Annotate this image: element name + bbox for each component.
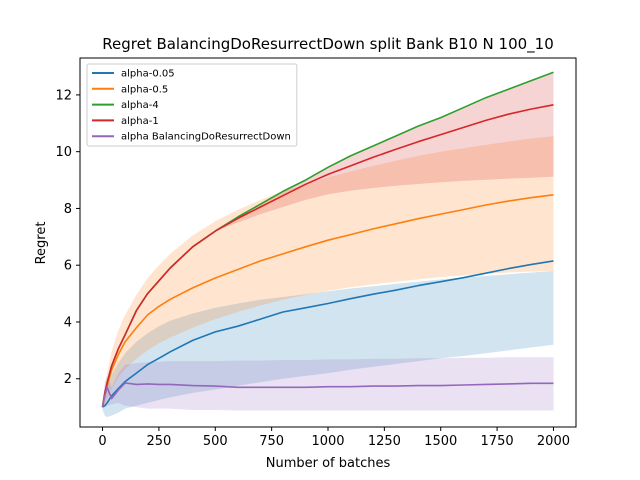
band-2	[102, 136, 554, 409]
y-axis-ticks: 2 4 6 8 10 12	[55, 88, 80, 387]
y-tick-label: 6	[64, 259, 72, 274]
y-tick-label: 12	[55, 88, 72, 103]
legend-box	[86, 63, 298, 147]
y-tick-label: 8	[64, 202, 72, 217]
x-tick-label: 1750	[481, 434, 514, 449]
x-tick-label: 750	[259, 434, 284, 449]
legend-label: alpha-0.05	[121, 69, 175, 80]
x-axis-label: Number of batches	[266, 456, 391, 471]
x-tick-label: 250	[146, 434, 171, 449]
y-tick-label: 4	[64, 315, 72, 330]
x-tick-label: 2000	[537, 434, 570, 449]
series-line-4	[101, 104, 554, 408]
band-1	[102, 270, 554, 418]
chart-title: Regret BalancingDoResurrectDown split Ba…	[102, 35, 554, 54]
series-line-2	[101, 194, 554, 408]
confidence-bands	[102, 72, 554, 418]
x-tick-label: 500	[203, 434, 228, 449]
legend-label: alpha-4	[121, 100, 159, 111]
x-tick-label: 1500	[424, 434, 457, 449]
legend-label: alpha-1	[121, 116, 159, 127]
band-4	[102, 72, 554, 408]
y-tick-label: 10	[55, 145, 72, 160]
series-line-1	[102, 260, 554, 408]
x-tick-label: 1250	[368, 434, 401, 449]
series-lines	[101, 71, 554, 408]
legend: alpha-0.05 alpha-0.5 alpha-4 alpha-1 alpha B…	[86, 63, 298, 147]
x-tick-label: 1000	[311, 434, 344, 449]
band-5	[102, 357, 554, 411]
y-tick-label: 2	[64, 372, 72, 387]
legend-label: alpha-0.5	[121, 84, 168, 95]
x-axis-ticks: 0 250 500 750 1000 1250 1500 1750 2000	[98, 427, 570, 449]
y-axis-label: Regret	[34, 222, 49, 265]
x-tick-label: 0	[98, 434, 106, 449]
legend-label: alpha BalancingDoResurrectDown	[121, 132, 291, 143]
series-line-5	[101, 382, 554, 408]
